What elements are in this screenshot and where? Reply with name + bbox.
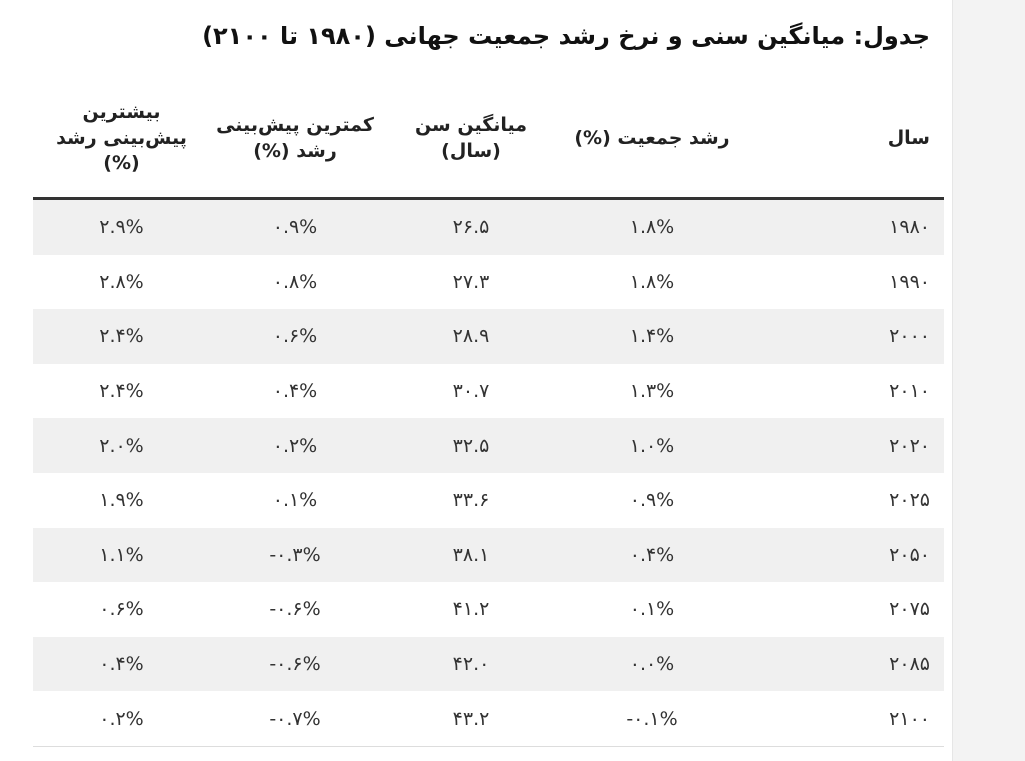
header-high-forecast: بیشترین پیش‌بینی رشد (%) (33, 80, 210, 200)
cell-low-forecast: ۰.۲% (210, 418, 380, 473)
cell-low-forecast: ۰.۳%- (210, 527, 380, 583)
table-header: سال رشد جمعیت (%) میانگین سن (سال) کمتری… (33, 80, 944, 200)
population-table: سال رشد جمعیت (%) میانگین سن (سال) کمتری… (33, 80, 944, 747)
cell-year: ۱۹۹۰ (742, 254, 944, 310)
cell-median-age: ۳۳.۶ (380, 472, 562, 528)
cell-median-age: ۳۸.۱ (380, 527, 562, 583)
cell-low-forecast: ۰.۶%- (210, 636, 380, 692)
table-row: ۲۰۷۵ ۰.۱% ۴۱.۲ ۰.۶%- ۰.۶% (33, 582, 944, 637)
header-growth: رشد جمعیت (%) (562, 80, 742, 200)
cell-year: ۲۰۵۰ (742, 527, 944, 583)
cell-year: ۲۰۰۰ (742, 309, 944, 364)
right-scroll-gutter (952, 0, 1025, 761)
cell-low-forecast: ۰.۴% (210, 363, 380, 419)
cell-low-forecast: ۰.۶% (210, 309, 380, 364)
cell-growth: ۱.۰% (562, 418, 742, 473)
table-row: ۱۹۸۰ ۱.۸% ۲۶.۵ ۰.۹% ۲.۹% (33, 198, 944, 255)
table-row: ۲۰۵۰ ۰.۴% ۳۸.۱ ۰.۳%- ۱.۱% (33, 527, 944, 583)
cell-growth: ۱.۸% (562, 198, 742, 255)
table-row: ۲۰۲۰ ۱.۰% ۳۲.۵ ۰.۲% ۲.۰% (33, 418, 944, 473)
cell-median-age: ۴۳.۲ (380, 691, 562, 747)
cell-growth: ۱.۸% (562, 254, 742, 310)
table-row: ۲۰۸۵ ۰.۰% ۴۲.۰ ۰.۶%- ۰.۴% (33, 636, 944, 692)
header-year: سال (742, 80, 944, 200)
cell-high-forecast: ۲.۰% (33, 418, 210, 473)
cell-high-forecast: ۰.۶% (33, 582, 210, 637)
cell-median-age: ۳۰.۷ (380, 363, 562, 419)
cell-low-forecast: ۰.۷%- (210, 691, 380, 747)
cell-high-forecast: ۲.۴% (33, 309, 210, 364)
cell-low-forecast: ۰.۶%- (210, 582, 380, 637)
cell-growth: ۰.۹% (562, 472, 742, 528)
cell-growth: ۰.۱%- (562, 691, 742, 747)
cell-growth: ۱.۳% (562, 363, 742, 419)
page-title: جدول: میانگین سنی و نرخ رشد جمعیت جهانی … (202, 22, 930, 50)
cell-year: ۲۱۰۰ (742, 691, 944, 747)
header-median-age: میانگین سن (سال) (380, 80, 562, 200)
cell-year: ۲۰۱۰ (742, 363, 944, 419)
cell-year: ۲۰۲۰ (742, 418, 944, 473)
table-row: ۲۱۰۰ ۰.۱%- ۴۳.۲ ۰.۷%- ۰.۲% (33, 691, 944, 747)
cell-low-forecast: ۰.۹% (210, 198, 380, 255)
cell-high-forecast: ۲.۸% (33, 254, 210, 310)
table-row: ۲۰۱۰ ۱.۳% ۳۰.۷ ۰.۴% ۲.۴% (33, 363, 944, 419)
cell-growth: ۰.۴% (562, 527, 742, 583)
cell-year: ۱۹۸۰ (742, 198, 944, 255)
cell-high-forecast: ۲.۹% (33, 198, 210, 255)
cell-median-age: ۴۲.۰ (380, 636, 562, 692)
cell-median-age: ۴۱.۲ (380, 582, 562, 637)
cell-high-forecast: ۰.۴% (33, 636, 210, 692)
cell-growth: ۰.۰% (562, 636, 742, 692)
cell-median-age: ۲۶.۵ (380, 198, 562, 255)
header-row: سال رشد جمعیت (%) میانگین سن (سال) کمتری… (33, 80, 944, 200)
cell-growth: ۱.۴% (562, 309, 742, 364)
cell-low-forecast: ۰.۱% (210, 472, 380, 528)
cell-year: ۲۰۸۵ (742, 636, 944, 692)
header-low-forecast: کمترین پیش‌بینی رشد (%) (210, 80, 380, 200)
cell-growth: ۰.۱% (562, 582, 742, 637)
cell-year: ۲۰۷۵ (742, 582, 944, 637)
cell-median-age: ۲۸.۹ (380, 309, 562, 364)
table-body: ۱۹۸۰ ۱.۸% ۲۶.۵ ۰.۹% ۲.۹% ۱۹۹۰ ۱.۸% ۲۷.۳ … (33, 198, 944, 747)
cell-year: ۲۰۲۵ (742, 472, 944, 528)
cell-low-forecast: ۰.۸% (210, 254, 380, 310)
cell-high-forecast: ۱.۹% (33, 472, 210, 528)
table-container: سال رشد جمعیت (%) میانگین سن (سال) کمتری… (33, 80, 944, 747)
cell-median-age: ۲۷.۳ (380, 254, 562, 310)
cell-high-forecast: ۱.۱% (33, 527, 210, 583)
table-row: ۲۰۲۵ ۰.۹% ۳۳.۶ ۰.۱% ۱.۹% (33, 472, 944, 528)
table-row: ۲۰۰۰ ۱.۴% ۲۸.۹ ۰.۶% ۲.۴% (33, 309, 944, 364)
table-row: ۱۹۹۰ ۱.۸% ۲۷.۳ ۰.۸% ۲.۸% (33, 254, 944, 310)
cell-high-forecast: ۰.۲% (33, 691, 210, 747)
cell-median-age: ۳۲.۵ (380, 418, 562, 473)
cell-high-forecast: ۲.۴% (33, 363, 210, 419)
